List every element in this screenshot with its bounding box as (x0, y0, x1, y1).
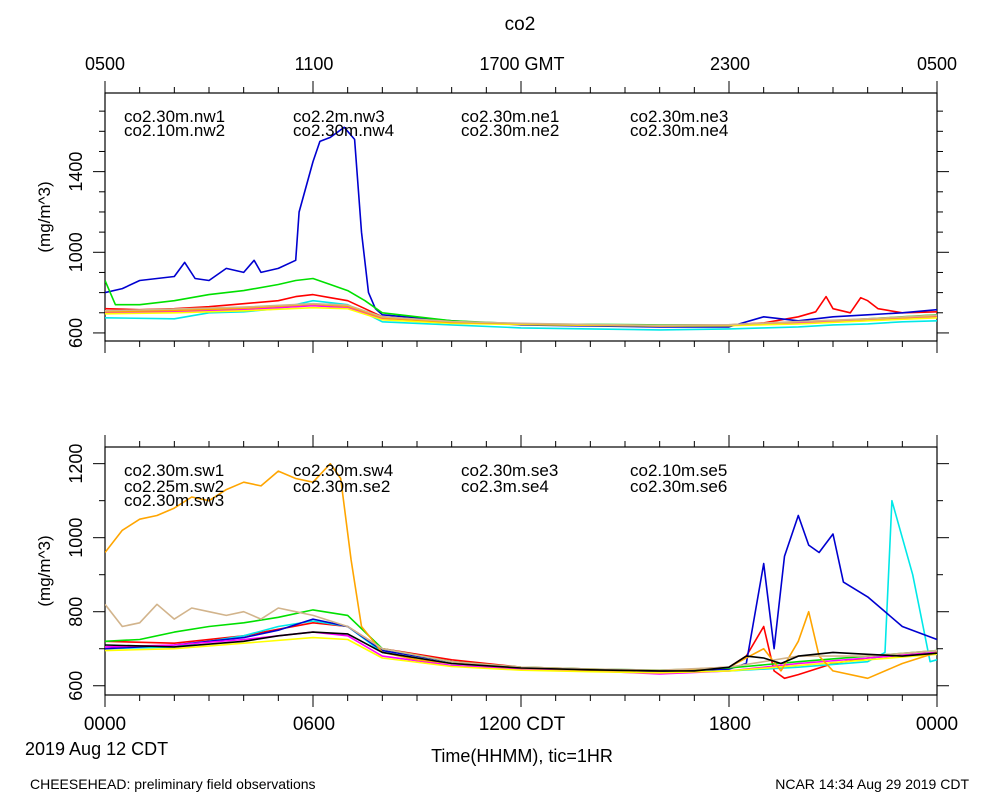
bottom-axis-tick-label: 1200 CDT (479, 714, 566, 735)
series-line-co2.30m.sw3 (105, 514, 937, 673)
legend-entry: co2.30m.se3 (461, 461, 558, 480)
legend-entry: co2.30m.ne1 (461, 107, 559, 126)
legend-entry: co2.30m.se6 (630, 477, 727, 496)
top-axis-tick-label: 0500 (917, 54, 957, 74)
series-line-co2.30m.ne4 (105, 302, 937, 327)
x-axis-label: Time(HHMM), tic=1HR (431, 746, 613, 766)
series-line-co2.30m.sw4 (105, 499, 937, 674)
y-tick-label: 600 (66, 671, 86, 701)
footer-right: NCAR 14:34 Aug 29 2019 CDT (775, 776, 969, 792)
series-line-co2.30m.se3 (105, 636, 937, 674)
legend-entry: co2.30m.nw4 (293, 121, 394, 140)
y-tick-label: 1200 (66, 444, 86, 484)
series-line-co2.10m.nw2 (105, 277, 937, 326)
series-group (105, 462, 937, 680)
y-tick-label: 600 (66, 318, 86, 348)
y-axis-label: (mg/m^3) (35, 181, 54, 252)
legend-entry: co2.2m.nw3 (293, 107, 385, 126)
bottom-panel: 600 800 1000 1200 (mg/m^3) co2.30m.sw1 co2.30m… (35, 435, 949, 707)
series-line-co2.3m.se4 (105, 462, 937, 680)
legend-entry: co2.30m.sw1 (124, 461, 224, 480)
legend-entry: co2.30m.nw1 (124, 107, 225, 126)
top-panel: 600 1000 1400 (mg/m^3) co2.30m.nw1 co2.2m.nw3… (35, 81, 949, 353)
bottom-axis-tick-label: 0000 (84, 714, 126, 735)
y-tick-label: 1000 (66, 518, 86, 558)
legend-entry: co2.30m.se2 (293, 477, 390, 496)
series-group (105, 126, 937, 331)
series-line-co2.30m.se2 (105, 631, 937, 675)
y-tick-label: 800 (66, 597, 86, 627)
y-tick-label: 1000 (66, 232, 86, 272)
top-axis-tick-label: 0500 (85, 54, 125, 74)
bottom-axis-tick-label: 0000 (916, 714, 958, 735)
footer-left: CHEESEHEAD: preliminary field observatio… (30, 776, 316, 792)
legend-entry: co2.30m.ne3 (630, 107, 728, 126)
legend-entry: co2.10m.nw2 (124, 121, 225, 140)
legend-entry: co2.30m.ne2 (461, 121, 559, 140)
top-axis-tick-label: 2300 (710, 54, 750, 74)
y-axis-label: (mg/m^3) (35, 535, 54, 606)
legend-entry: co2.10m.se5 (630, 461, 727, 480)
legend-entry: co2.30m.sw4 (293, 461, 393, 480)
legend-entry: co2.30m.sw3 (124, 491, 224, 510)
series-line-co2.2m.nw3 (105, 126, 937, 328)
top-axis-tick-label: 1100 (295, 54, 334, 74)
y-tick-label: 1400 (66, 152, 86, 192)
chart-title: co2 (505, 14, 536, 35)
top-axis-tick-label: 1700 GMT (479, 54, 564, 74)
bottom-axis-tick-label: 0600 (293, 714, 335, 735)
series-line-co2.30m.se6 (105, 631, 937, 672)
legend-entry: co2.30m.ne4 (630, 121, 728, 140)
legend-entry: co2.25m.sw2 (124, 477, 224, 496)
series-line-co2.10m.se5 (105, 603, 937, 671)
legend-entry: co2.3m.se4 (461, 477, 549, 496)
bottom-axis-tick-label: 1800 (709, 714, 751, 735)
date-label: 2019 Aug 12 CDT (25, 739, 168, 759)
